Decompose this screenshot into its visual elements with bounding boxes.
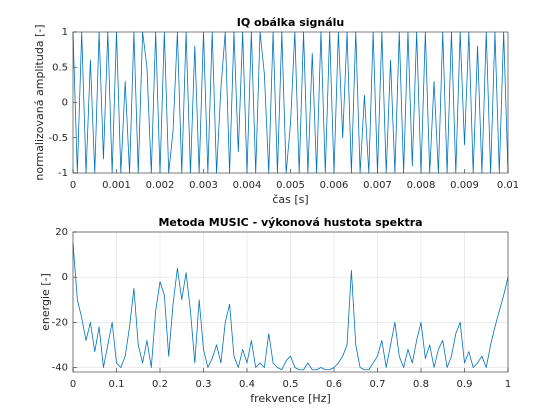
axes-box [72, 31, 509, 174]
x-tick-label: 0.001 [102, 180, 131, 191]
x-tick-label: 0.1 [109, 379, 125, 390]
x-axis-label: frekvence [Hz] [250, 392, 330, 405]
x-axis-label: čas [s] [272, 193, 308, 206]
x-tick-label: 0.002 [146, 180, 175, 191]
y-tick-label: 0 [62, 272, 68, 283]
y-axis-label: energie [-] [39, 273, 52, 331]
x-tick-label: 0 [70, 180, 76, 191]
line-series [72, 31, 509, 174]
x-tick-label: 0.007 [363, 180, 392, 191]
axes-box [72, 231, 509, 373]
x-tick-label: 0.01 [497, 180, 519, 191]
x-tick-label: 0.005 [276, 180, 305, 191]
x-tick-label: 0.7 [370, 379, 386, 390]
y-tick-label: 0 [62, 98, 68, 109]
x-tick-label: 1 [505, 379, 511, 390]
y-axis-label: normalizovaná amplituda [-] [33, 24, 46, 180]
y-tick-label: -40 [52, 362, 68, 373]
plot-area [73, 32, 508, 173]
line-series [72, 243, 509, 371]
x-tick-label: 0.6 [326, 379, 342, 390]
x-tick-label: 0.8 [413, 379, 429, 390]
y-tick-label: -1 [58, 168, 68, 179]
y-tick-label: -20 [52, 317, 68, 328]
x-tick-label: 0.008 [407, 180, 436, 191]
y-tick-label: 1 [62, 27, 68, 38]
x-tick-label: 0.006 [320, 180, 349, 191]
y-tick-label: 20 [55, 227, 68, 238]
x-tick-label: 0.3 [196, 379, 212, 390]
x-tick-label: 0.2 [152, 379, 168, 390]
x-tick-label: 0.5 [283, 379, 299, 390]
x-tick-label: 0.004 [233, 180, 262, 191]
x-tick-label: 0.003 [189, 180, 218, 191]
x-tick-label: 0.4 [239, 379, 255, 390]
chart-title: IQ obálka signálu [237, 16, 345, 29]
y-tick-label: 0.5 [52, 62, 68, 73]
x-tick-label: 0 [70, 379, 76, 390]
chart-title: Metoda MUSIC - výkonová hustota spektra [158, 216, 422, 229]
y-tick-label: -0.5 [48, 133, 68, 144]
x-tick-label: 0.009 [450, 180, 479, 191]
x-tick-label: 0.9 [457, 379, 473, 390]
